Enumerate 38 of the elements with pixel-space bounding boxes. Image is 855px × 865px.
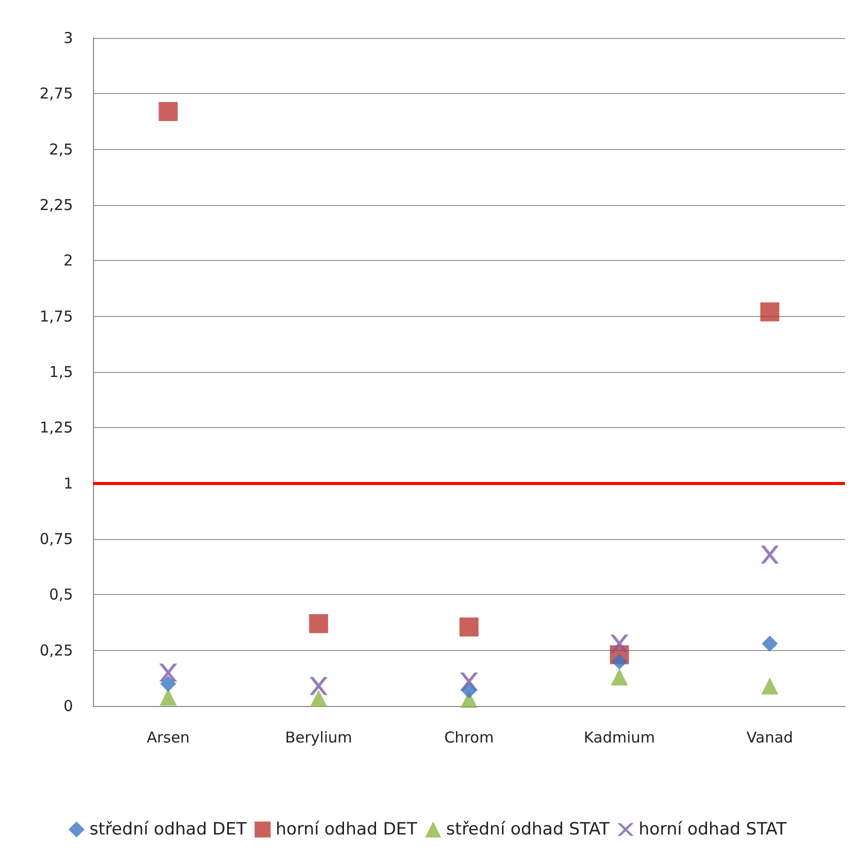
point: [159, 664, 178, 682]
point: [760, 302, 780, 322]
x-tick-label: Vanad: [746, 728, 794, 746]
legend-label: horní odhad DET: [276, 820, 418, 840]
x-tick-label: Berylium: [285, 728, 352, 746]
y-tick-label: 0,25: [40, 641, 73, 660]
point: [309, 614, 328, 634]
y-tick-label: 3: [63, 29, 73, 47]
legend-label: střední odhad DET: [90, 820, 248, 840]
point: [158, 102, 178, 121]
point: [762, 636, 778, 652]
y-tick-label: 0: [63, 697, 73, 715]
x-tick-label: Kadmium: [584, 728, 655, 746]
point: [760, 546, 779, 564]
point: [461, 682, 477, 698]
y-tick-label: 1: [63, 474, 73, 492]
y-tick-label: 2: [63, 252, 73, 270]
y-tick-label: 2,25: [40, 196, 73, 214]
point: [611, 653, 628, 670]
y-tick-label: 2,5: [49, 140, 73, 158]
x-tick-label: Chrom: [444, 728, 494, 746]
point: [460, 617, 478, 636]
point: [761, 677, 778, 694]
x-tick-label: Arsen: [146, 728, 190, 746]
point: [310, 690, 328, 707]
y-tick-label: 1,5: [49, 363, 73, 381]
legend-label: horní odhad STAT: [638, 820, 788, 840]
y-tick-label: 1,75: [40, 307, 73, 326]
point: [160, 688, 177, 706]
legend-label: střední odhad STAT: [446, 820, 610, 840]
point: [610, 668, 628, 686]
y-tick-label: 1,25: [40, 418, 73, 437]
y-tick-label: 0,75: [40, 530, 73, 548]
point: [160, 676, 176, 692]
y-tick-label: 2,75: [40, 84, 73, 103]
point: [610, 634, 628, 653]
y-tick-label: 0,5: [49, 586, 73, 604]
point: [310, 676, 328, 695]
